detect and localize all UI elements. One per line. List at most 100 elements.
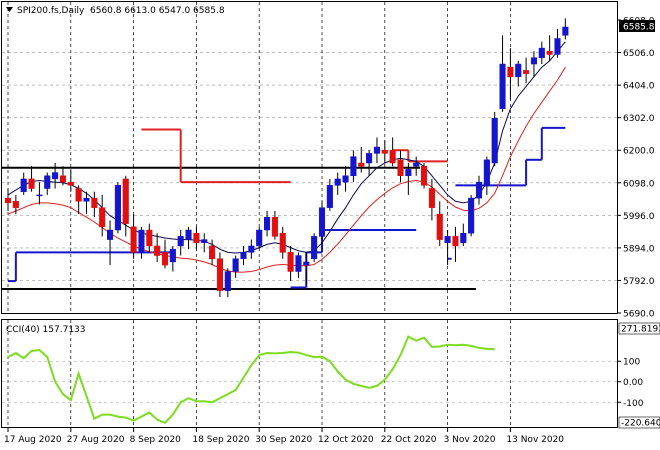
- time-tick-label: 13 Nov 2020: [506, 435, 564, 445]
- bearish-candle: [271, 216, 278, 237]
- cci-bottom-value: -220.640: [621, 419, 660, 429]
- time-tick-label: 17 Aug 2020: [4, 435, 62, 445]
- bullish-candle: [169, 248, 176, 263]
- bullish-candle: [530, 57, 538, 65]
- bullish-candle: [318, 207, 326, 237]
- bullish-candle: [444, 236, 451, 244]
- bearish-candle: [397, 159, 404, 177]
- cci-tick-label: -100: [623, 399, 644, 409]
- bullish-candle: [36, 194, 43, 197]
- bullish-candle: [20, 178, 27, 192]
- time-tick-label: 30 Sep 2020: [255, 435, 312, 445]
- bullish-candle: [44, 175, 51, 189]
- collapse-triangle-icon[interactable]: [6, 7, 13, 12]
- bearish-candle: [381, 149, 388, 154]
- bearish-candle: [287, 252, 294, 272]
- price-tick-label: 6302.0: [623, 114, 655, 124]
- bullish-candle: [224, 271, 231, 291]
- time-tick-label: 12 Oct 2020: [318, 435, 374, 445]
- bearish-candle: [546, 51, 553, 55]
- bearish-candle: [161, 252, 169, 266]
- bullish-candle: [201, 239, 208, 244]
- bearish-candle: [99, 207, 106, 228]
- bearish-candle: [428, 188, 435, 208]
- cci-tick-label: 100: [623, 358, 640, 368]
- last-price-value: 6585.8: [623, 23, 655, 33]
- bullish-candle: [483, 159, 490, 186]
- bullish-candle: [366, 153, 373, 164]
- bearish-candle: [12, 201, 19, 208]
- bullish-candle: [185, 229, 192, 240]
- grid-layer: [2, 2, 617, 427]
- bearish-candle: [389, 149, 396, 164]
- bullish-candle: [515, 63, 522, 78]
- cci-tick-label: 0.00: [623, 378, 643, 388]
- price-tick-label: 5996.0: [623, 212, 655, 222]
- cci-bottom-badge: [618, 416, 660, 429]
- bullish-candle: [303, 261, 310, 266]
- bearish-candle: [436, 213, 443, 240]
- bearish-candle: [216, 258, 223, 291]
- price-tick-label: 6506.0: [623, 49, 655, 59]
- cci-top-badge: [618, 322, 660, 335]
- bullish-candle: [554, 38, 561, 55]
- last-price-badge: [619, 20, 655, 32]
- bullish-candle: [114, 185, 121, 231]
- bearish-candle: [146, 229, 153, 247]
- time-tick-label: 27 Aug 2020: [67, 435, 125, 445]
- bullish-candle: [373, 146, 380, 154]
- bearish-candle: [59, 175, 67, 183]
- bullish-candle: [256, 229, 263, 247]
- bullish-candle: [232, 258, 239, 272]
- bearish-candle: [122, 178, 129, 224]
- horizontal-levels: [2, 166, 476, 291]
- cci-series: [7, 335, 495, 424]
- bearish-candle: [193, 232, 200, 244]
- price-tick-label: 5792.0: [623, 277, 655, 287]
- bullish-candle: [413, 162, 420, 167]
- bullish-candle: [538, 47, 545, 58]
- bearish-candle: [91, 197, 98, 208]
- bullish-candle: [491, 118, 498, 164]
- bullish-candle: [475, 181, 483, 199]
- price-tick-label: 6200.0: [623, 147, 655, 157]
- price-tick-label: 5894.0: [623, 244, 655, 254]
- bearish-candle: [523, 70, 530, 74]
- bullish-candle: [499, 63, 506, 109]
- bullish-candle: [562, 26, 569, 36]
- bullish-candle: [326, 185, 333, 208]
- axis-labels: 6608.06506.06404.06302.06200.06098.05996…: [4, 17, 655, 446]
- bearish-candle: [154, 245, 161, 256]
- bullish-candle: [334, 178, 341, 186]
- bullish-candle: [83, 197, 90, 202]
- symbol-label: SPI200.fs,Daily: [17, 6, 85, 16]
- bearish-candle: [130, 226, 137, 253]
- price-tick-label: 5690.0: [623, 310, 655, 320]
- bullish-candle: [468, 197, 475, 234]
- bearish-candle: [209, 245, 216, 259]
- ohlc-label: 6560.8 6613.0 6547.0 6585.8: [90, 6, 225, 16]
- bearish-candle: [4, 197, 12, 204]
- bearish-candle: [507, 66, 514, 78]
- candlestick-series: [4, 18, 569, 298]
- bearish-candle: [421, 165, 428, 186]
- bearish-candle: [452, 236, 459, 247]
- bullish-candle: [460, 232, 467, 244]
- cci-panel-frame: [1, 319, 618, 428]
- bullish-candle: [350, 156, 357, 177]
- bullish-candle: [138, 229, 145, 253]
- time-tick-label: 3 Nov 2020: [444, 435, 496, 445]
- main-panel-frame: [1, 1, 618, 314]
- bearish-candle: [28, 178, 35, 189]
- bearish-candle: [75, 188, 82, 202]
- bullish-candle: [405, 169, 412, 177]
- price-tick-label: 6098.0: [623, 179, 655, 189]
- bullish-candle: [240, 252, 247, 259]
- bearish-candle: [358, 162, 365, 167]
- bullish-candle: [311, 236, 318, 259]
- bullish-candle: [295, 255, 302, 272]
- time-tick-label: 8 Sep 2020: [130, 435, 182, 445]
- price-tick-label: 6404.0: [623, 82, 655, 92]
